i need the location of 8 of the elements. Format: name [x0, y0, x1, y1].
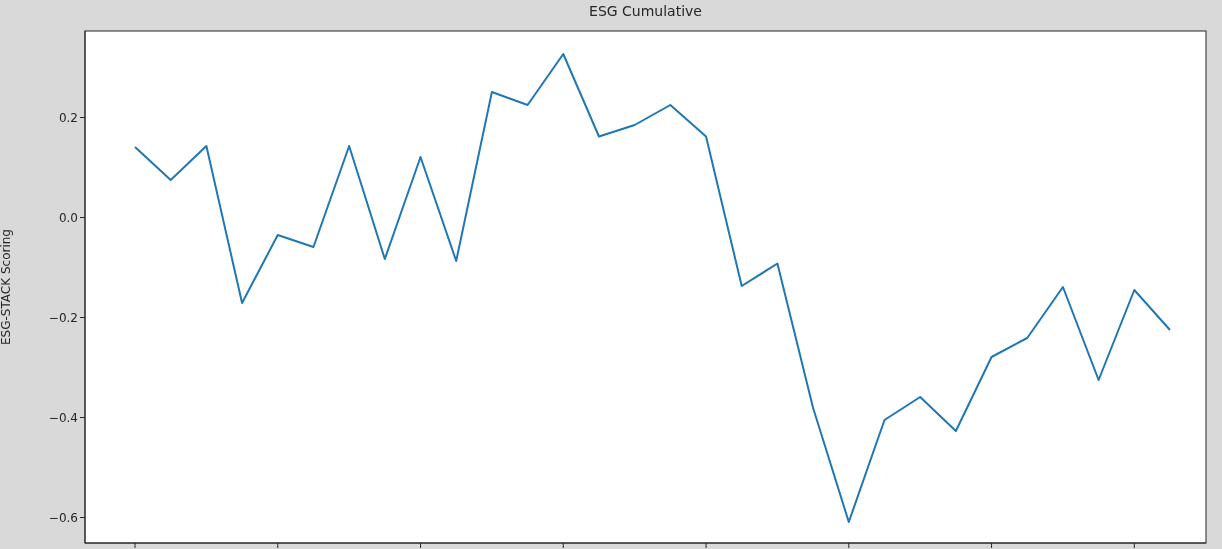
y-tick-label: 0.2 — [58, 110, 78, 125]
y-tick-label: −0.2 — [48, 310, 78, 325]
y-tick-label: −0.4 — [48, 410, 78, 425]
chart-title: ESG Cumulative — [588, 3, 703, 19]
y-axis-title: ESG-STACK Scoring — [0, 229, 14, 345]
line-series — [134, 53, 1171, 523]
y-tick-label: −0.6 — [48, 510, 78, 525]
y-tick-label: 0.0 — [58, 210, 78, 225]
